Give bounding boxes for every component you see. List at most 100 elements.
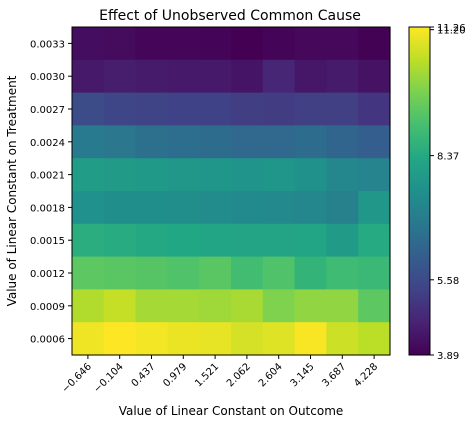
y-tick-label: 0.0027 bbox=[30, 105, 65, 116]
y-tick-label: 0.0018 bbox=[30, 203, 65, 214]
heatmap-cell bbox=[231, 92, 264, 126]
y-tick-label: 0.0006 bbox=[30, 335, 65, 346]
heatmap-cell bbox=[167, 191, 200, 225]
heatmap-cell bbox=[199, 289, 232, 323]
heatmap-cell bbox=[262, 158, 296, 192]
heatmap-cells bbox=[72, 27, 391, 356]
heatmap-cell bbox=[358, 27, 391, 61]
colorbar-tick-label: 11.26 bbox=[437, 23, 466, 34]
x-tick-label: 0.979 bbox=[161, 361, 189, 389]
colorbar-tick-label: 3.89 bbox=[437, 351, 459, 362]
heatmap-cell bbox=[231, 59, 264, 94]
plot-frame bbox=[71, 26, 391, 356]
heatmap-cell bbox=[103, 322, 137, 356]
heatmap-cell bbox=[231, 256, 264, 290]
heatmap-cell bbox=[199, 223, 232, 258]
heatmap-cell bbox=[167, 158, 200, 192]
heatmap-cell bbox=[358, 256, 391, 290]
x-axis: −0.646−0.104 0.437 0.979 1.521 2.062 2.604 3.1… bbox=[60, 355, 380, 395]
heatmap-cell bbox=[231, 223, 264, 258]
heatmap-cell bbox=[167, 92, 200, 126]
heatmap-cell bbox=[72, 27, 105, 61]
heatmap-cell bbox=[135, 158, 168, 192]
heatmap-cell bbox=[135, 92, 168, 126]
heatmap-cell bbox=[358, 223, 391, 258]
y-tick-label: 0.0024 bbox=[30, 138, 65, 149]
heatmap-cell bbox=[167, 125, 200, 159]
heatmap-cell bbox=[294, 256, 327, 290]
heatmap-cell bbox=[326, 92, 359, 126]
heatmap-cell bbox=[135, 125, 168, 159]
heatmap-cell bbox=[135, 256, 168, 290]
x-axis-label: Value of Linear Constant on Outcome bbox=[119, 404, 344, 418]
heatmap-cell bbox=[167, 223, 200, 258]
heatmap-cell bbox=[103, 191, 137, 225]
heatmap-cell bbox=[262, 92, 296, 126]
heatmap-cell bbox=[326, 289, 359, 323]
heatmap-cell bbox=[326, 256, 359, 290]
y-tick-label: 0.0021 bbox=[30, 171, 65, 182]
heatmap-cell bbox=[262, 322, 296, 356]
heatmap-cell bbox=[103, 92, 137, 126]
heatmap-cell bbox=[231, 322, 264, 356]
y-axis: 0.0033 0.0030 0.0027 0.0024 0.0021 0.0018 0.00… bbox=[30, 39, 72, 346]
heatmap-cell bbox=[231, 27, 264, 61]
heatmap-cell bbox=[103, 158, 137, 192]
heatmap-cell bbox=[231, 125, 264, 159]
heatmap-cell bbox=[72, 289, 105, 323]
heatmap-cell bbox=[103, 59, 137, 94]
x-tick-label: 2.062 bbox=[225, 361, 253, 389]
heatmap-cell bbox=[135, 322, 168, 356]
y-axis-label: Value of Linear Constant on Treatment bbox=[5, 75, 19, 306]
heatmap-cell bbox=[135, 59, 168, 94]
heatmap-cell bbox=[72, 191, 105, 225]
x-tick-label: 1.521 bbox=[193, 361, 221, 389]
heatmap-cell bbox=[199, 27, 232, 61]
heatmap-cell bbox=[103, 289, 137, 323]
heatmap-cell bbox=[326, 223, 359, 258]
x-tick-label: −0.104 bbox=[92, 361, 126, 395]
heatmap-cell bbox=[358, 158, 391, 192]
heatmap-cell bbox=[167, 256, 200, 290]
y-tick-label: 0.0015 bbox=[30, 236, 65, 247]
heatmap-cell bbox=[167, 289, 200, 323]
colorbar-tick-label: 5.58 bbox=[437, 276, 459, 287]
x-tick-label: 4.228 bbox=[352, 361, 380, 389]
heatmap-cell bbox=[167, 27, 200, 61]
heatmap-cell bbox=[262, 27, 296, 61]
x-tick-label: 3.687 bbox=[320, 361, 348, 389]
heatmap-cell bbox=[326, 27, 359, 61]
heatmap-cell bbox=[135, 191, 168, 225]
heatmap-cell bbox=[358, 289, 391, 323]
heatmap-cell bbox=[199, 322, 232, 356]
heatmap-cell bbox=[103, 223, 137, 258]
heatmap-cell bbox=[294, 125, 327, 159]
heatmap-cell bbox=[326, 158, 359, 192]
heatmap-cell bbox=[294, 191, 327, 225]
heatmap-cell bbox=[326, 59, 359, 94]
y-tick-label: 0.0009 bbox=[30, 302, 65, 313]
heatmap-cell bbox=[262, 256, 296, 290]
heatmap-cell bbox=[72, 256, 105, 290]
colorbar bbox=[408, 26, 431, 356]
heatmap-cell bbox=[294, 158, 327, 192]
heatmap-cell bbox=[294, 27, 327, 61]
heatmap-cell bbox=[262, 223, 296, 258]
chart-title: Effect of Unobserved Common Cause bbox=[99, 8, 361, 24]
y-tick-label: 0.0033 bbox=[30, 39, 65, 50]
heatmap-cell bbox=[199, 59, 232, 94]
heatmap-cell bbox=[72, 223, 105, 258]
heatmap-cell bbox=[135, 27, 168, 61]
heatmap-cell bbox=[326, 322, 359, 356]
x-tick-label: 2.604 bbox=[257, 361, 285, 389]
heatmap-cell bbox=[231, 289, 264, 323]
heatmap-cell bbox=[231, 158, 264, 192]
heatmap-cell bbox=[72, 158, 105, 192]
y-tick-label: 0.0012 bbox=[30, 269, 65, 280]
heatmap-cell bbox=[72, 125, 105, 159]
heatmap-cell bbox=[358, 191, 391, 225]
heatmap-cell bbox=[72, 322, 105, 356]
heatmap-cell bbox=[294, 92, 327, 126]
heatmap-cell bbox=[231, 191, 264, 225]
